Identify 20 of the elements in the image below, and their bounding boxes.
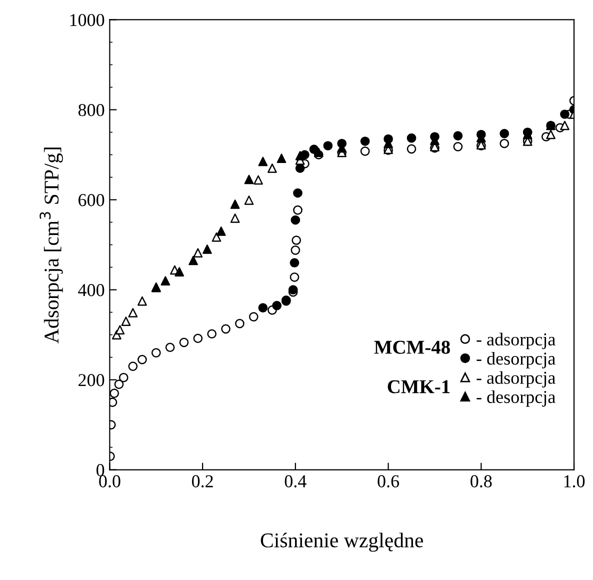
x-tick-label: 1.0 [564,475,585,488]
x-axis-title: Ciśnienie względne [260,532,424,552]
y-tick-label: 400 [78,284,104,296]
x-tick-label: 0.8 [470,475,492,488]
y-tick-label: 800 [78,104,104,116]
y-tick-label: 0 [96,464,104,476]
legend-label: - adsorpcja [476,332,556,350]
x-tick-label: 0.2 [192,475,213,488]
y-tick-label: 1000 [70,14,104,26]
y-tick-label: 200 [78,374,104,386]
x-tick-label: 0.4 [284,475,306,488]
legend-label: - desorpcja [476,352,556,368]
y-axis-title: Adsorpcja [cm$^{3}$ STP/g] [40,148,63,344]
x-tick-label: 0.0 [99,475,120,488]
annotation: CMK-1 [388,380,450,394]
legend-label: - desorpcja [476,390,556,407]
y-tick-label: 600 [78,194,104,206]
x-tick-label: 0.6 [378,475,400,488]
legend-label: - adsorpcja [476,371,556,388]
annotation: MCM-48 [374,340,450,354]
